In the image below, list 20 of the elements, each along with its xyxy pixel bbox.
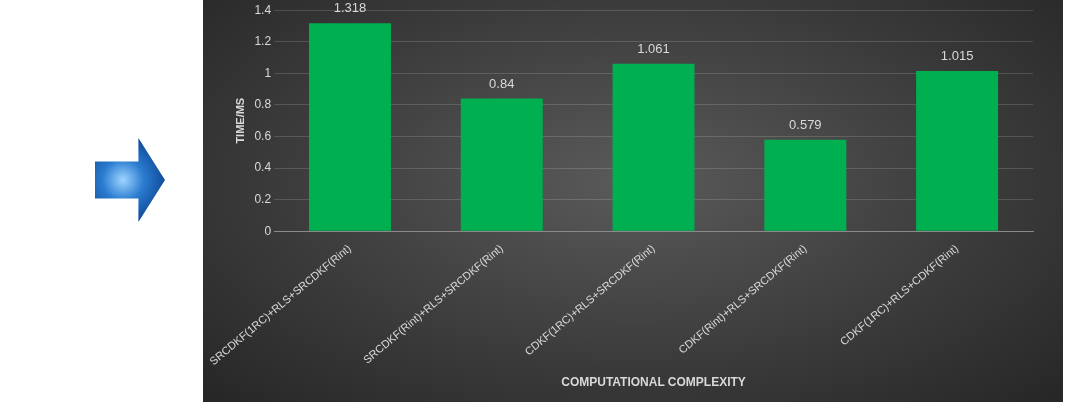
- data-label: 0.579: [789, 116, 822, 132]
- y-tick-label: 0.4: [254, 160, 272, 175]
- y-axis-title: TIME/MS: [233, 97, 246, 144]
- y-tick-label: 0.8: [254, 97, 272, 112]
- bar: [612, 63, 695, 231]
- y-tick-label: 1.2: [254, 34, 272, 49]
- bar: [309, 23, 391, 231]
- data-label: 0.84: [489, 75, 515, 91]
- y-tick-label: 1.4: [254, 2, 272, 17]
- bar: [764, 139, 847, 231]
- y-tick-label: 0: [264, 223, 272, 238]
- y-tick-label: 0.6: [254, 128, 272, 143]
- data-label: 1.015: [940, 48, 974, 64]
- y-tick-label: 0.2: [254, 191, 272, 206]
- bar: [916, 70, 999, 231]
- data-label: 1.318: [333, 0, 367, 16]
- bar: [460, 98, 543, 231]
- data-label: 1.061: [637, 40, 670, 56]
- x-axis-title: COMPUTATIONAL COMPLEXITY: [561, 375, 746, 390]
- y-tick-label: 1: [264, 65, 272, 80]
